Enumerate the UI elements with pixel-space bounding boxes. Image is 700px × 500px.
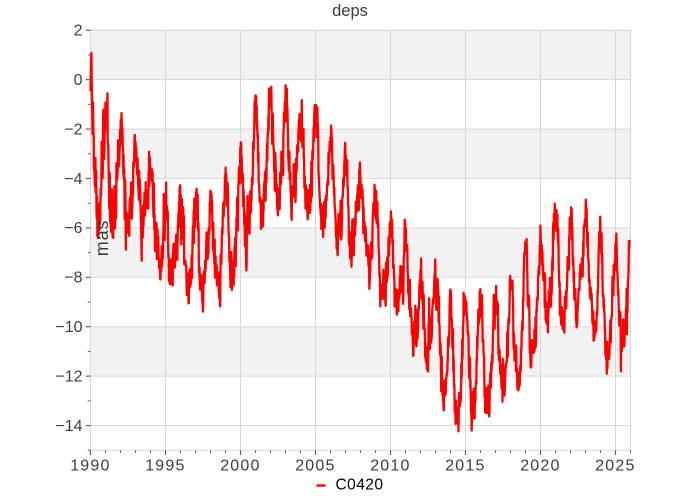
svg-text:2020: 2020 [520,458,560,475]
svg-text:−6: −6 [64,220,82,237]
svg-text:2010: 2010 [370,458,410,475]
svg-text:−4: −4 [64,171,82,188]
svg-text:1995: 1995 [145,458,185,475]
svg-text:−12: −12 [55,368,82,385]
svg-text:2: 2 [74,23,83,40]
svg-text:deps: deps [332,2,368,20]
svg-text:−2: −2 [64,121,82,138]
svg-text:2000: 2000 [220,458,260,475]
svg-text:−10: −10 [55,319,82,336]
svg-text:0: 0 [74,72,83,89]
svg-text:mas: mas [92,220,112,256]
svg-text:−14: −14 [55,418,82,435]
svg-text:−8: −8 [64,270,82,287]
svg-text:2025: 2025 [595,458,635,475]
svg-text:1990: 1990 [70,458,110,475]
svg-text:C0420: C0420 [336,477,384,494]
svg-text:2015: 2015 [445,458,485,475]
svg-text:2005: 2005 [295,458,335,475]
